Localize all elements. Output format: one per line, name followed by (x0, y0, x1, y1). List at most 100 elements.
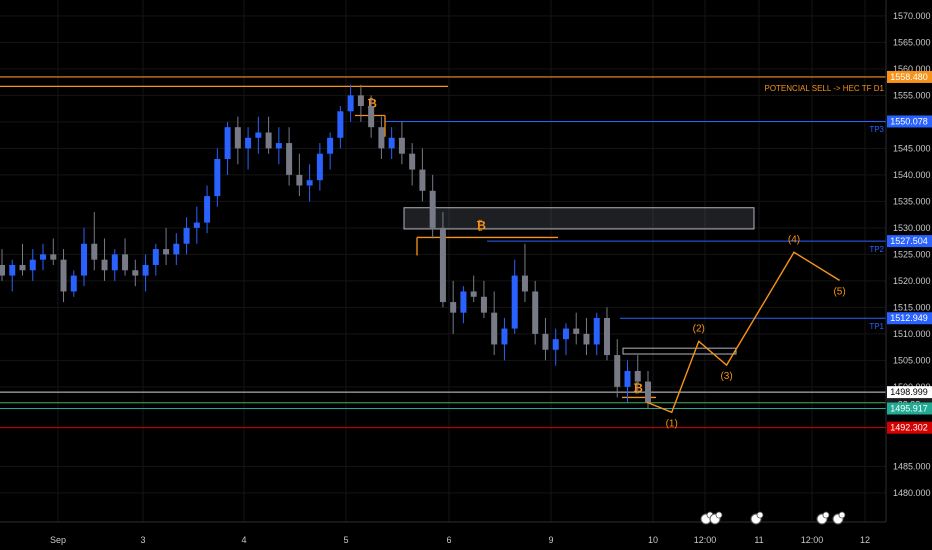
candle-body (634, 370, 641, 382)
candle-body (480, 296, 487, 313)
candle-body (368, 105, 375, 128)
event-icons[interactable] (700, 511, 846, 525)
candle (583, 317, 590, 356)
candle-body (234, 127, 241, 149)
time-axis: Sep 3 4 5 6 9 10 12:00 11 12:00 12 (50, 535, 870, 545)
candle-body (306, 180, 313, 186)
candle-body (29, 259, 36, 271)
candle-body (0, 264, 5, 276)
time-tick-label: 12:00 (801, 535, 824, 545)
white-level-price-label: 1498.999 (890, 387, 928, 397)
economic-event-icon[interactable] (816, 511, 830, 525)
tp1-caption: TP1 (869, 322, 884, 331)
price-tick-label: 1565.000 (893, 37, 931, 47)
wave-label: (4) (788, 234, 800, 245)
box-zone (622, 347, 737, 355)
candle-body (357, 95, 364, 106)
candle-body (603, 317, 610, 356)
candle-body (409, 153, 416, 170)
candle (101, 238, 108, 281)
red-level-price-label: 1492.302 (890, 423, 928, 433)
candle (286, 127, 293, 186)
candle-body (183, 227, 190, 244)
candle-body (111, 254, 118, 271)
event-icon-badge (715, 511, 723, 519)
economic-event-icon[interactable] (750, 511, 764, 525)
potential-sell-price-label: 1558.480 (890, 72, 928, 82)
event-icon-badge (756, 511, 764, 519)
candle (542, 317, 549, 361)
red-level-price-label-bg (887, 421, 932, 434)
candle-body (337, 111, 344, 138)
candle-body (152, 249, 159, 265)
candle (337, 105, 344, 149)
candle-body (296, 174, 303, 186)
candle (50, 238, 57, 265)
time-tick-label: 12 (860, 535, 870, 545)
time-axis-panel (0, 522, 932, 550)
candle-body (122, 254, 129, 271)
economic-event-icon[interactable] (832, 511, 846, 525)
candle (552, 328, 559, 366)
candle-body (81, 243, 88, 276)
candle-body (614, 355, 621, 387)
candle-body (255, 132, 262, 138)
economic-event-icon[interactable] (709, 511, 723, 525)
candle-body (265, 132, 272, 149)
candle-body (101, 259, 108, 271)
candle (111, 249, 118, 281)
candle (29, 249, 36, 281)
time-tick-label: 6 (446, 535, 451, 545)
candle (419, 148, 426, 202)
price-axis-labels: 1558.480 1550.078 1527.504 1512.949 1498.999… (764, 70, 932, 434)
candle (40, 243, 47, 271)
candle-body (245, 137, 252, 149)
candle (306, 164, 313, 202)
elliott-wave: (1) (2) (3) (4) (5) (646, 234, 846, 429)
candle-body (501, 328, 508, 345)
candle-body (583, 333, 590, 345)
price-tick-label: 1485.000 (893, 461, 931, 471)
candle (398, 121, 405, 165)
candle (439, 211, 446, 308)
candle (491, 291, 498, 356)
candle (132, 259, 139, 287)
tp1-price-label-bg (887, 312, 932, 325)
candle (573, 312, 580, 345)
zones (403, 207, 755, 355)
grid (0, 0, 886, 522)
time-tick-label: 12:00 (694, 535, 717, 545)
candle-body (450, 302, 457, 313)
supply-zone (403, 207, 755, 230)
candle (9, 259, 16, 292)
candle (388, 127, 395, 159)
candle-body (316, 153, 323, 181)
wave-label: (3) (720, 371, 732, 382)
tp2-caption: TP2 (869, 245, 884, 254)
candle (234, 116, 241, 165)
candle-body (439, 227, 446, 303)
time-tick-label: 5 (343, 535, 348, 545)
price-tick-label: 1515.000 (893, 302, 931, 312)
economic-event-icon[interactable] (700, 511, 714, 525)
candle-body (70, 275, 77, 292)
candle-body (593, 317, 600, 345)
potential-sell-caption: POTENCIAL SELL -> HEC TF D1 (764, 84, 884, 93)
candle (204, 185, 211, 234)
time-tick-label: 9 (548, 535, 553, 545)
event-icon-badge (838, 511, 846, 519)
wave-label: (1) (666, 418, 678, 429)
candle-body (19, 264, 26, 271)
candle-body (163, 249, 170, 255)
candle (501, 317, 508, 361)
candle-body (91, 243, 98, 260)
candle (562, 323, 569, 356)
candle (470, 275, 477, 303)
candle (603, 307, 610, 361)
candle (275, 127, 282, 165)
candle (327, 132, 334, 170)
candle-body (419, 169, 426, 191)
candle (122, 238, 129, 276)
candle (173, 233, 180, 265)
